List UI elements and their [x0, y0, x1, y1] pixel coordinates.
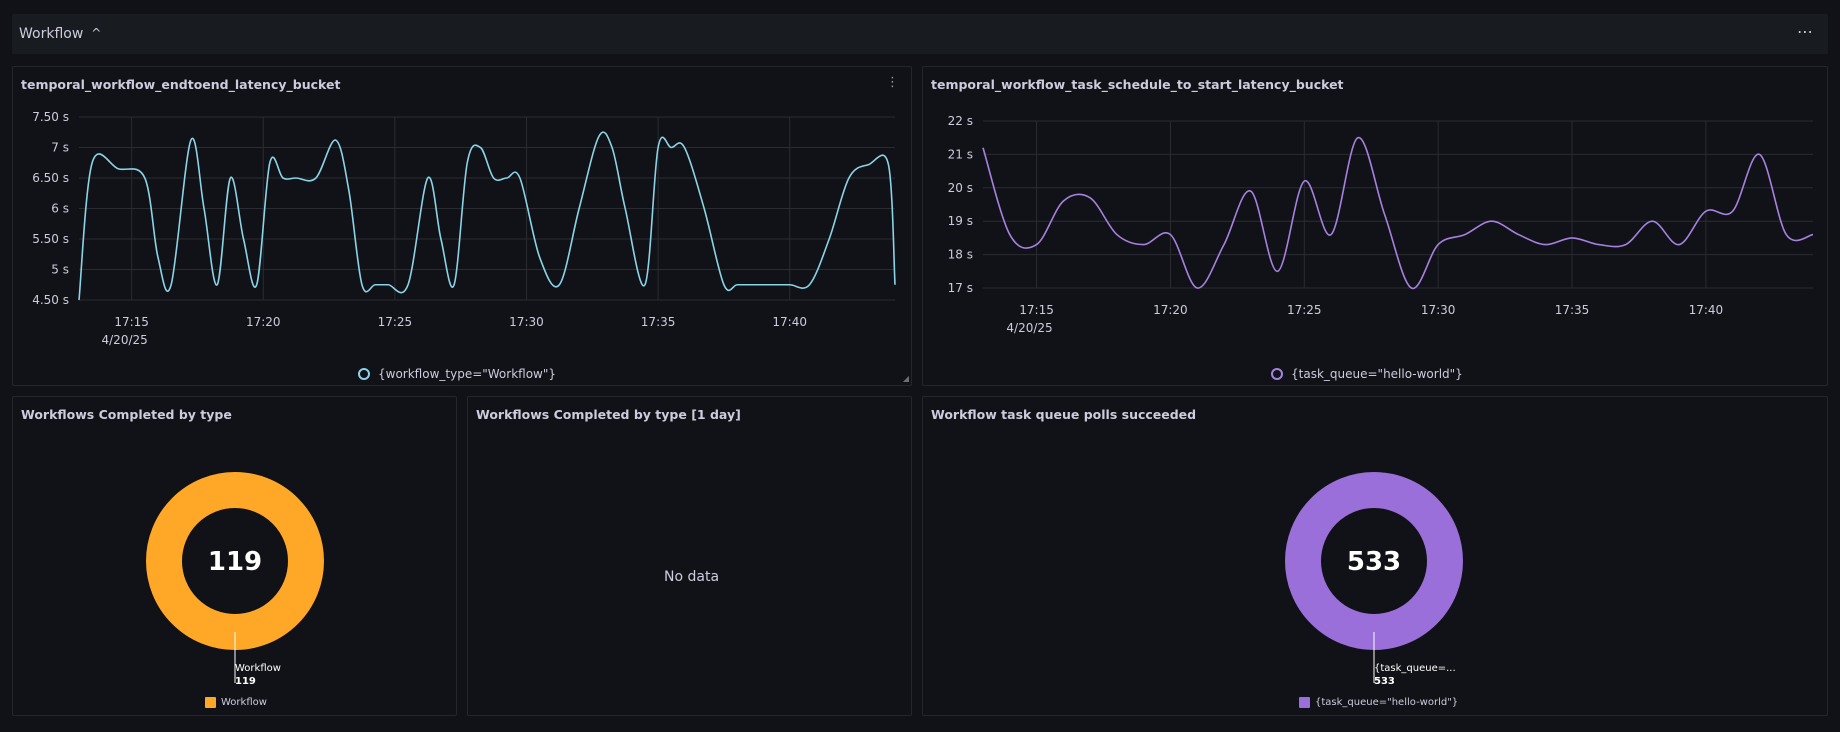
timeseries-chart: 7.50 s 7 s 6.50 s 6 s 5.50 s 5 s 4.50 s 17:15 4/…	[32, 110, 896, 347]
legend-label: {task_queue="hello-world"}	[1315, 697, 1459, 708]
series-ring-icon	[1271, 368, 1283, 380]
legend-label: {task_queue="hello-world"}	[1291, 367, 1463, 381]
timeseries-chart: 22 s 21 s 20 s 19 s 18 s 17 s 17:15 4/20/25 17:2…	[948, 114, 1814, 335]
x-date-label: 4/20/25	[1006, 321, 1052, 335]
x-tick-label: 17:30	[1421, 303, 1456, 317]
row-collapse-toggle[interactable]: Workflow ^	[19, 26, 101, 42]
y-tick-label: 19 s	[948, 214, 973, 228]
chevron-up-icon: ^	[91, 26, 102, 40]
pie-label-value: 119	[235, 676, 256, 687]
no-data-message: No data	[664, 569, 720, 585]
donut-total: 119	[208, 547, 262, 577]
legend-swatch	[205, 697, 216, 708]
x-tick-label: 17:15	[114, 315, 149, 329]
panel-menu-button[interactable]: ⋮	[886, 75, 899, 90]
grid	[79, 116, 895, 301]
y-tick-label: 22 s	[948, 114, 973, 128]
series-ring-icon	[358, 368, 370, 380]
panel-completed-1day: Workflows Completed by type [1 day] No d…	[467, 396, 912, 716]
y-tick-label: 7.50 s	[32, 110, 69, 124]
resize-handle-icon[interactable]: ◢	[902, 374, 909, 383]
x-tick-label: 17:30	[509, 315, 544, 329]
panel-schedule-latency: temporal_workflow_task_schedule_to_start…	[922, 66, 1828, 386]
legend-label: Workflow	[221, 697, 267, 708]
x-tick-label: 17:25	[378, 315, 413, 329]
legend-item[interactable]: {workflow_type="Workflow"}	[358, 367, 556, 381]
y-tick-label: 6 s	[51, 202, 69, 216]
panel-endtoend-latency: temporal_workflow_endtoend_latency_bucke…	[12, 66, 912, 386]
donut-chart: 119 Workflow 119	[146, 472, 324, 687]
legend-item[interactable]: {task_queue="hello-world"}	[1299, 697, 1458, 708]
pie-label-name: {task_queue=...	[1374, 663, 1456, 674]
donut-total: 533	[1347, 547, 1401, 577]
y-tick-label: 5 s	[51, 263, 69, 277]
donut-chart: 533 {task_queue=... 533	[1285, 472, 1463, 687]
legend-swatch	[1299, 697, 1310, 708]
legend-label: {workflow_type="Workflow"}	[378, 367, 557, 381]
y-tick-label: 18 s	[948, 248, 973, 262]
y-tick-label: 21 s	[948, 147, 973, 161]
panel-title: temporal_workflow_endtoend_latency_bucke…	[21, 77, 341, 92]
x-tick-label: 17:35	[1555, 303, 1590, 317]
panel-polls-succeeded: Workflow task queue polls succeeded 533 …	[922, 396, 1828, 716]
series-line[interactable]	[982, 136, 1814, 289]
legend-item[interactable]: {task_queue="hello-world"}	[1271, 367, 1463, 381]
row-menu-button[interactable]: ⋯	[1797, 22, 1814, 41]
y-tick-label: 17 s	[948, 281, 973, 295]
y-tick-label: 20 s	[948, 181, 973, 195]
x-tick-label: 17:25	[1287, 303, 1322, 317]
x-tick-label: 17:20	[246, 315, 281, 329]
panel-completed-by-type: Workflows Completed by type 119 Workflow…	[12, 396, 457, 716]
y-tick-label: 7 s	[51, 141, 69, 155]
panel-title: temporal_workflow_task_schedule_to_start…	[931, 77, 1344, 92]
y-tick-label: 6.50 s	[32, 171, 69, 185]
x-tick-label: 17:40	[1689, 303, 1724, 317]
panel-title: Workflows Completed by type	[21, 407, 232, 422]
y-tick-label: 5.50 s	[32, 232, 69, 246]
legend-item[interactable]: Workflow	[205, 697, 267, 708]
y-tick-label: 4.50 s	[32, 293, 69, 307]
row-header: Workflow ^ ⋯	[12, 14, 1828, 54]
x-tick-label: 17:15	[1019, 303, 1054, 317]
panel-title: Workflow task queue polls succeeded	[931, 407, 1197, 422]
x-date-label: 4/20/25	[102, 333, 148, 347]
row-title: Workflow	[19, 26, 84, 42]
series-line[interactable]	[78, 131, 896, 301]
pie-label-name: Workflow	[235, 663, 281, 674]
x-tick-label: 17:40	[772, 315, 807, 329]
x-tick-label: 17:35	[641, 315, 676, 329]
grid	[983, 120, 1813, 289]
panel-title: Workflows Completed by type [1 day]	[476, 407, 741, 422]
pie-label-value: 533	[1374, 676, 1395, 687]
x-tick-label: 17:20	[1153, 303, 1188, 317]
